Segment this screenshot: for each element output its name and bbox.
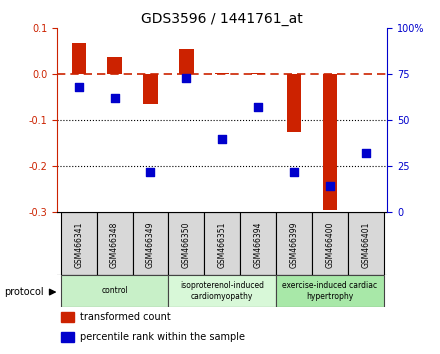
Point	[183, 75, 190, 81]
Bar	[107, 57, 122, 74]
Bar	[61, 332, 74, 342]
Bar	[72, 43, 86, 74]
FancyBboxPatch shape	[204, 212, 240, 275]
Point	[75, 84, 82, 90]
Text: GSM466341: GSM466341	[74, 222, 83, 268]
Point	[326, 183, 334, 189]
Bar	[323, 74, 337, 210]
Point	[362, 150, 369, 156]
FancyBboxPatch shape	[276, 212, 312, 275]
Bar	[215, 73, 229, 74]
FancyBboxPatch shape	[312, 212, 348, 275]
Text: transformed count: transformed count	[81, 312, 171, 322]
FancyBboxPatch shape	[97, 212, 132, 275]
Text: GSM466350: GSM466350	[182, 222, 191, 268]
Bar	[143, 74, 158, 104]
Text: exercise-induced cardiac
hypertrophy: exercise-induced cardiac hypertrophy	[282, 281, 378, 301]
FancyBboxPatch shape	[240, 212, 276, 275]
Point	[255, 104, 262, 110]
FancyBboxPatch shape	[132, 212, 169, 275]
FancyBboxPatch shape	[61, 275, 169, 307]
Title: GDS3596 / 1441761_at: GDS3596 / 1441761_at	[141, 12, 303, 26]
FancyBboxPatch shape	[276, 275, 384, 307]
Text: protocol: protocol	[4, 287, 44, 297]
Text: GSM466348: GSM466348	[110, 222, 119, 268]
Text: GSM466394: GSM466394	[253, 222, 263, 268]
Point	[290, 169, 297, 175]
Point	[219, 136, 226, 141]
Text: GSM466351: GSM466351	[218, 222, 227, 268]
Text: isoproterenol-induced
cardiomyopathy: isoproterenol-induced cardiomyopathy	[180, 281, 264, 301]
FancyBboxPatch shape	[348, 212, 384, 275]
Point	[111, 95, 118, 101]
Text: GSM466400: GSM466400	[325, 222, 334, 268]
Bar	[179, 49, 194, 74]
Bar	[61, 312, 74, 321]
Text: GSM466349: GSM466349	[146, 222, 155, 268]
Text: GSM466399: GSM466399	[290, 222, 298, 268]
FancyBboxPatch shape	[61, 212, 97, 275]
Point	[147, 169, 154, 175]
Bar	[287, 74, 301, 132]
Text: GSM466401: GSM466401	[361, 222, 370, 268]
Bar	[251, 73, 265, 74]
FancyBboxPatch shape	[169, 275, 276, 307]
FancyBboxPatch shape	[169, 212, 204, 275]
Text: control: control	[101, 286, 128, 296]
Text: percentile rank within the sample: percentile rank within the sample	[81, 332, 246, 342]
